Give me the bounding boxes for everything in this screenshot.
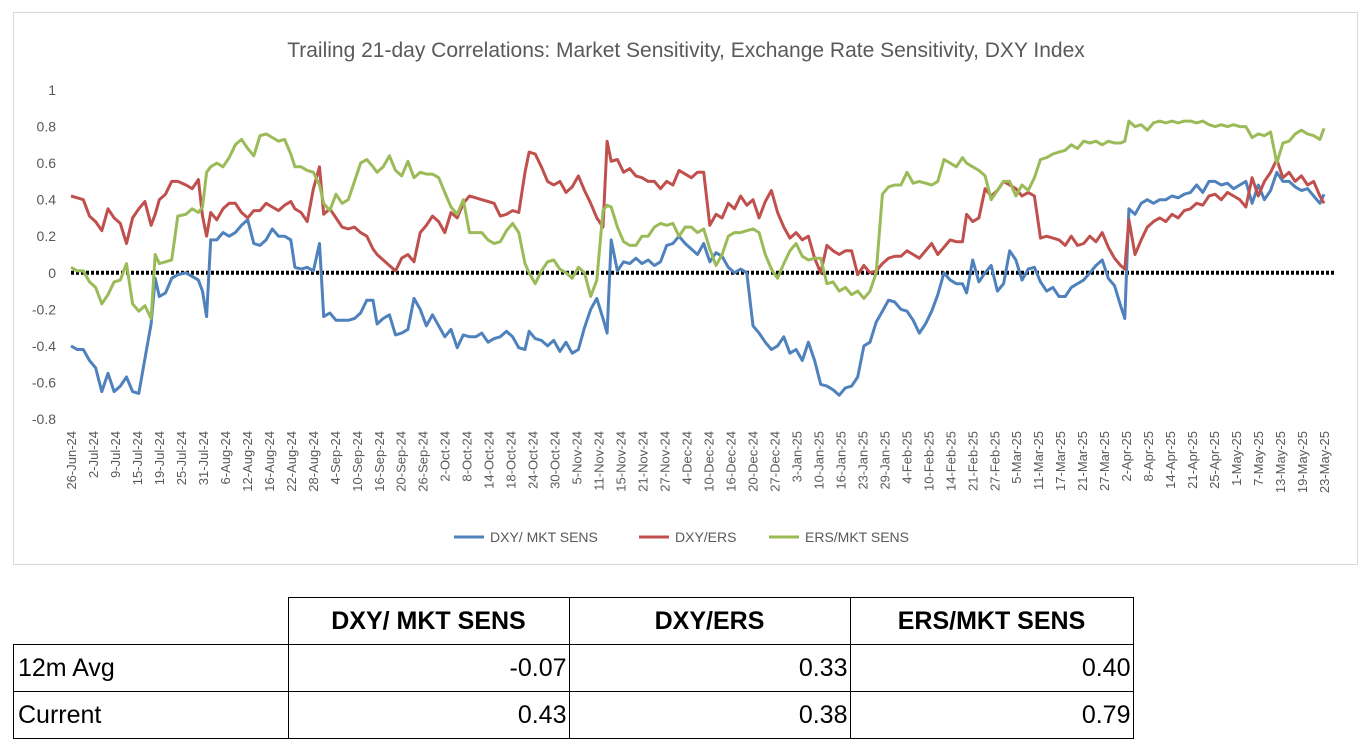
x-tick-label: 8-Apr-25 bbox=[1141, 431, 1156, 482]
x-tick-label: 15-Jul-24 bbox=[130, 431, 145, 485]
x-tick-label: 26-Jun-24 bbox=[64, 431, 79, 490]
x-tick-label: 25-Apr-25 bbox=[1207, 431, 1222, 489]
x-tick-label: 16-Aug-24 bbox=[262, 431, 277, 492]
table-header: DXY/ERS bbox=[568, 597, 851, 645]
table-cell: 0.33 bbox=[568, 644, 851, 692]
x-tick-label: 17-Mar-25 bbox=[1053, 431, 1068, 491]
table-header: DXY/ MKT SENS bbox=[287, 597, 570, 645]
x-tick-label: 1-May-25 bbox=[1229, 431, 1244, 486]
x-tick-label: 25-Jul-24 bbox=[174, 431, 189, 485]
x-tick-label: 21-Nov-24 bbox=[636, 431, 651, 492]
series-line-dxy-mkt-sens bbox=[70, 170, 1326, 397]
y-tick-label: -0.8 bbox=[32, 411, 56, 427]
x-tick-label: 20-Sep-24 bbox=[394, 431, 409, 492]
table-row: Current 0.43 0.38 0.79 bbox=[13, 691, 1134, 739]
x-tick-label: 9-Jul-24 bbox=[108, 431, 123, 478]
x-tick-label: 3-Jan-25 bbox=[789, 431, 804, 482]
x-tick-label: 10-Jan-25 bbox=[811, 431, 826, 490]
y-axis: 1 0.8 0.6 0.4 0.2 0 -0.2 -0.4 -0.6 -0.8 bbox=[32, 82, 56, 427]
legend: DXY/ MKT SENS DXY/ERS ERS/MKT SENS bbox=[454, 529, 909, 545]
x-tick-label: 10-Feb-25 bbox=[921, 431, 936, 491]
x-tick-label: 20-Dec-24 bbox=[745, 431, 760, 492]
x-tick-label: 21-Feb-25 bbox=[965, 431, 980, 491]
x-tick-label: 6-Aug-24 bbox=[218, 431, 233, 484]
x-tick-label: 2-Jul-24 bbox=[86, 431, 101, 478]
series-layer bbox=[70, 119, 1326, 397]
x-tick-label: 22-Aug-24 bbox=[284, 431, 299, 492]
x-tick-label: 23-Jan-25 bbox=[855, 431, 870, 490]
table-cell: 0.43 bbox=[287, 691, 570, 739]
x-tick-label: 16-Jan-25 bbox=[833, 431, 848, 490]
x-tick-label: 4-Feb-25 bbox=[899, 431, 914, 484]
x-tick-label: 5-Mar-25 bbox=[1009, 431, 1024, 484]
row-label: 12m Avg bbox=[13, 644, 289, 692]
x-tick-label: 4-Sep-24 bbox=[328, 431, 343, 484]
x-tick-label: 11-Mar-25 bbox=[1031, 431, 1046, 490]
x-tick-label: 21-Mar-25 bbox=[1075, 431, 1090, 491]
table-cell: 0.38 bbox=[568, 691, 851, 739]
x-tick-label: 10-Sep-24 bbox=[350, 431, 365, 492]
y-tick-label: 0.8 bbox=[37, 119, 57, 135]
x-tick-label: 30-Oct-24 bbox=[548, 431, 563, 489]
x-tick-label: 2-Oct-24 bbox=[438, 431, 453, 482]
x-tick-label: 15-Nov-24 bbox=[614, 431, 629, 492]
x-tick-label: 5-Nov-24 bbox=[570, 431, 585, 484]
x-tick-label: 16-Sep-24 bbox=[372, 431, 387, 492]
table-row: 12m Avg -0.07 0.33 0.40 bbox=[13, 644, 1134, 692]
x-tick-label: 31-Jul-24 bbox=[196, 431, 211, 485]
row-label: Current bbox=[13, 691, 289, 739]
table-cell: -0.07 bbox=[287, 644, 570, 692]
x-tick-label: 27-Feb-25 bbox=[987, 431, 1002, 491]
table-header: ERS/MKT SENS bbox=[849, 597, 1134, 645]
table-corner bbox=[13, 597, 289, 645]
y-tick-label: -0.2 bbox=[32, 301, 56, 317]
series-line-dxy-ers bbox=[70, 139, 1326, 277]
x-tick-label: 14-Oct-24 bbox=[482, 431, 497, 489]
table-cell: 0.40 bbox=[849, 644, 1134, 692]
x-tick-label: 21-Apr-25 bbox=[1185, 431, 1200, 489]
x-tick-label: 13-May-25 bbox=[1273, 431, 1288, 493]
x-tick-label: 14-Apr-25 bbox=[1163, 431, 1178, 489]
y-tick-label: 0 bbox=[48, 265, 56, 281]
legend-label: ERS/MKT SENS bbox=[805, 529, 909, 545]
x-tick-label: 29-Jan-25 bbox=[877, 431, 892, 490]
x-tick-label: 8-Oct-24 bbox=[460, 431, 475, 482]
y-tick-label: 0.4 bbox=[37, 192, 57, 208]
chart-frame: Trailing 21-day Correlations: Market Sen… bbox=[13, 12, 1358, 565]
x-axis: 26-Jun-24 2-Jul-24 9-Jul-24 15-Jul-24 19-Jul… bbox=[64, 431, 1332, 493]
x-tick-label: 11-Nov-24 bbox=[592, 431, 607, 491]
x-tick-label: 4-Dec-24 bbox=[680, 431, 695, 484]
y-tick-label: 0.6 bbox=[37, 155, 57, 171]
x-tick-label: 27-Mar-25 bbox=[1097, 431, 1112, 491]
x-tick-label: 12-Aug-24 bbox=[240, 431, 255, 492]
table-cell: 0.79 bbox=[849, 691, 1134, 739]
chart-title: Trailing 21-day Correlations: Market Sen… bbox=[287, 39, 1085, 62]
series-line-ers-mkt-sens bbox=[70, 119, 1326, 320]
y-tick-label: -0.4 bbox=[32, 338, 56, 354]
x-tick-label: 18-Oct-24 bbox=[504, 431, 519, 489]
y-tick-label: -0.6 bbox=[32, 374, 56, 390]
x-tick-label: 26-Sep-24 bbox=[416, 431, 431, 492]
x-tick-label: 14-Feb-25 bbox=[943, 431, 958, 491]
x-tick-label: 27-Nov-24 bbox=[658, 431, 673, 492]
x-tick-label: 19-Jul-24 bbox=[152, 431, 167, 485]
line-chart: Trailing 21-day Correlations: Market Sen… bbox=[32, 39, 1334, 545]
x-tick-label: 7-May-25 bbox=[1251, 431, 1266, 486]
x-tick-label: 16-Dec-24 bbox=[723, 431, 738, 492]
x-tick-label: 10-Dec-24 bbox=[701, 431, 716, 492]
table-header-row: DXY/ MKT SENS DXY/ERS ERS/MKT SENS bbox=[13, 597, 1134, 645]
y-tick-label: 0.2 bbox=[37, 228, 57, 244]
x-tick-label: 27-Dec-24 bbox=[767, 431, 782, 492]
x-tick-label: 24-Oct-24 bbox=[526, 431, 541, 489]
x-tick-label: 2-Apr-25 bbox=[1119, 431, 1134, 482]
legend-label: DXY/ MKT SENS bbox=[490, 529, 598, 545]
stats-table: DXY/ MKT SENS DXY/ERS ERS/MKT SENS 12m A… bbox=[13, 597, 1134, 739]
y-tick-label: 1 bbox=[48, 82, 56, 98]
x-tick-label: 23-May-25 bbox=[1317, 431, 1332, 493]
legend-label: DXY/ERS bbox=[675, 529, 736, 545]
x-tick-label: 19-May-25 bbox=[1295, 431, 1310, 493]
x-tick-label: 28-Aug-24 bbox=[306, 431, 321, 492]
